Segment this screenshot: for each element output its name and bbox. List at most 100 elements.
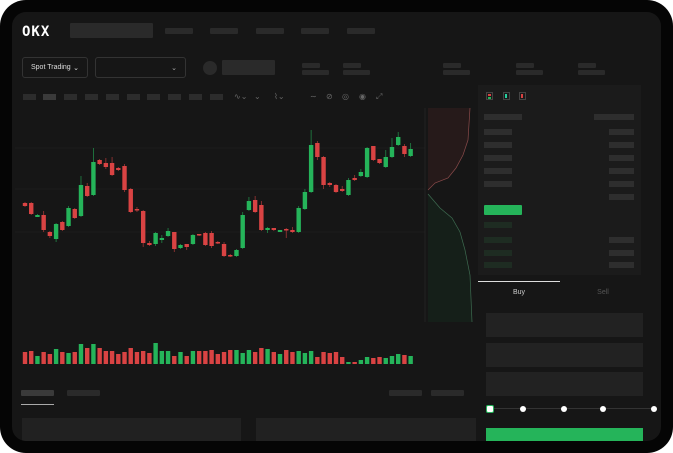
candle[interactable]: [333, 185, 339, 192]
slider-step-75[interactable]: [600, 406, 606, 412]
interval-button[interactable]: [85, 94, 98, 100]
price-input[interactable]: [486, 313, 643, 337]
interval-button-active[interactable]: [43, 94, 56, 100]
candle[interactable]: [159, 238, 165, 240]
slider-step-25[interactable]: [520, 406, 526, 412]
tab-buy[interactable]: Buy: [512, 289, 526, 296]
orderbook-both-icon[interactable]: [486, 92, 493, 100]
ask-price[interactable]: [484, 114, 522, 120]
candle[interactable]: [234, 250, 239, 256]
candle[interactable]: [389, 147, 395, 157]
candle[interactable]: [153, 233, 158, 244]
candle[interactable]: [259, 205, 264, 230]
line-tool-icon[interactable]: ∼: [310, 92, 317, 101]
candle[interactable]: [47, 232, 53, 236]
candle[interactable]: [190, 235, 196, 244]
buy-button[interactable]: [486, 428, 643, 441]
candle[interactable]: [122, 166, 127, 190]
filter-button[interactable]: [389, 390, 422, 396]
nav-item[interactable]: [256, 28, 284, 34]
candle[interactable]: [203, 233, 208, 245]
search-bar[interactable]: [70, 23, 153, 38]
orderbook-buy-icon[interactable]: [503, 92, 510, 100]
tab-order-history[interactable]: [67, 390, 100, 396]
candle[interactable]: [66, 208, 71, 226]
candle[interactable]: [246, 201, 252, 210]
pencil-icon[interactable]: ⊘: [326, 92, 333, 101]
ask-price[interactable]: [484, 142, 512, 148]
candle[interactable]: [22, 203, 28, 206]
candle[interactable]: [147, 243, 152, 245]
candle[interactable]: [134, 209, 140, 211]
pair-dropdown[interactable]: ⌄: [95, 57, 186, 78]
candle[interactable]: [178, 245, 183, 248]
candle[interactable]: [327, 183, 332, 185]
interval-button[interactable]: [23, 94, 36, 100]
candle[interactable]: [371, 146, 376, 160]
slider-handle[interactable]: [486, 405, 494, 413]
ask-price[interactable]: [484, 181, 512, 187]
candle[interactable]: [252, 200, 258, 212]
interval-button[interactable]: [106, 94, 119, 100]
camera-icon[interactable]: ◎: [342, 92, 349, 101]
bid-price[interactable]: [484, 222, 512, 228]
interval-button[interactable]: [147, 94, 160, 100]
candle[interactable]: [35, 215, 40, 217]
interval-button[interactable]: [210, 94, 223, 100]
ask-price[interactable]: [484, 155, 512, 161]
candle[interactable]: [402, 146, 407, 154]
candle[interactable]: [315, 143, 320, 157]
nav-item[interactable]: [210, 28, 238, 34]
nav-item[interactable]: [301, 28, 329, 34]
fullscreen-icon[interactable]: ⤢: [376, 92, 383, 101]
filter-button[interactable]: [431, 390, 464, 396]
nav-item[interactable]: [347, 28, 375, 34]
orderbook-sell-icon[interactable]: [519, 92, 526, 100]
candle[interactable]: [128, 189, 133, 212]
candle[interactable]: [109, 163, 115, 175]
candle[interactable]: [209, 233, 214, 246]
candle[interactable]: [265, 228, 270, 230]
slider-track[interactable]: [490, 408, 654, 409]
candle[interactable]: [72, 209, 77, 218]
chart-type-icon[interactable]: ⌄: [254, 92, 261, 101]
candle[interactable]: [271, 228, 276, 230]
slider-step-50[interactable]: [561, 406, 567, 412]
candle[interactable]: [41, 215, 46, 230]
candle[interactable]: [383, 157, 388, 167]
amount-input[interactable]: [486, 343, 643, 367]
candle[interactable]: [91, 162, 96, 195]
candle[interactable]: [302, 192, 308, 209]
candle[interactable]: [308, 145, 314, 192]
candle[interactable]: [165, 231, 171, 236]
candle[interactable]: [184, 244, 189, 247]
candle[interactable]: [103, 163, 109, 167]
candle[interactable]: [172, 232, 177, 249]
candle[interactable]: [60, 222, 65, 230]
candle[interactable]: [97, 160, 102, 164]
candle[interactable]: [377, 159, 382, 163]
interval-button[interactable]: [127, 94, 140, 100]
spot-trading-dropdown[interactable]: Spot Trading ⌄: [22, 57, 88, 78]
bid-price[interactable]: [484, 250, 512, 256]
target-icon[interactable]: ◉: [359, 92, 366, 101]
candle[interactable]: [215, 242, 221, 244]
candle[interactable]: [240, 215, 245, 248]
interval-button[interactable]: [189, 94, 202, 100]
candle[interactable]: [364, 148, 370, 177]
candle[interactable]: [116, 168, 121, 170]
candle[interactable]: [284, 229, 289, 231]
interval-button[interactable]: [168, 94, 181, 100]
nav-item[interactable]: [165, 28, 193, 34]
candle[interactable]: [140, 211, 146, 243]
candle[interactable]: [85, 186, 90, 196]
candle[interactable]: [346, 180, 351, 195]
candle[interactable]: [358, 172, 364, 176]
candle[interactable]: [340, 189, 345, 191]
ask-price[interactable]: [484, 168, 512, 174]
candle[interactable]: [196, 234, 202, 236]
tab-sell[interactable]: Sell: [597, 289, 609, 296]
candle[interactable]: [277, 230, 283, 232]
candle[interactable]: [290, 230, 295, 232]
